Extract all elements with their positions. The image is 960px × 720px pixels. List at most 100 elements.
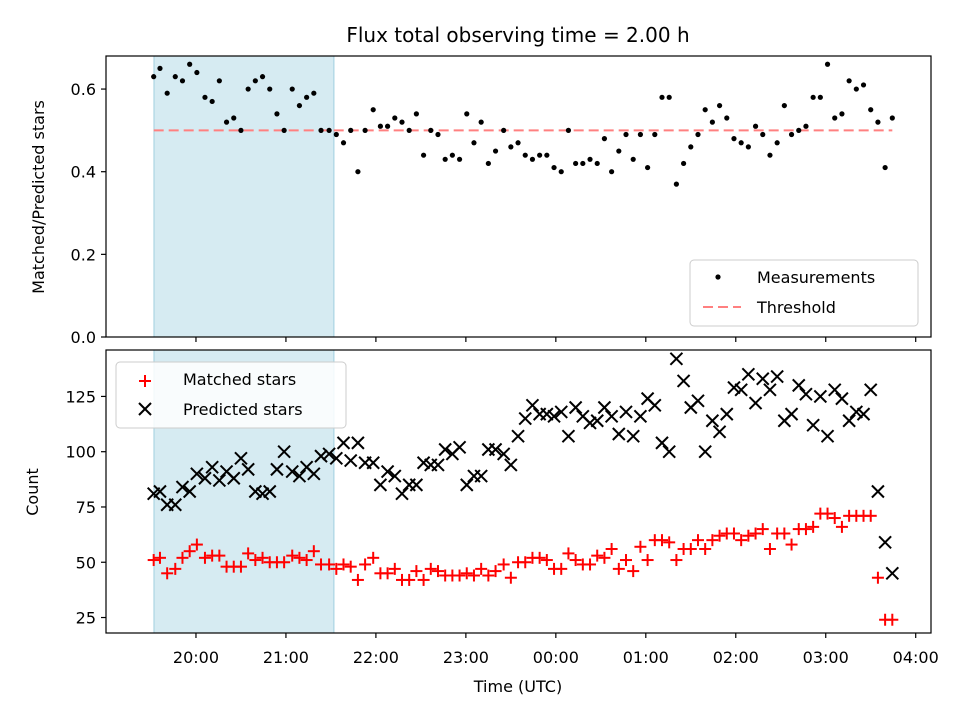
matched-star-marker (249, 554, 262, 567)
predicted-star-marker (198, 471, 212, 485)
y-axis-label-top: Matched/Predicted stars (29, 100, 48, 294)
measurement-point (449, 152, 455, 158)
measurement-point (202, 94, 208, 100)
predicted-star-marker (270, 462, 284, 477)
matched-star-marker (417, 573, 430, 586)
matched-star-marker (598, 551, 611, 564)
predicted-star-marker (518, 411, 532, 426)
measurement-point (788, 131, 795, 138)
predicted-star-marker (314, 449, 328, 463)
measurement-point (616, 148, 622, 154)
predicted-star-marker (380, 464, 395, 479)
measurement-point (362, 127, 368, 133)
matched-star-marker (699, 542, 712, 555)
predicted-star-marker (554, 405, 568, 419)
predicted-star-marker (351, 436, 365, 450)
predicted-star-marker (277, 444, 291, 459)
matched-star-marker (749, 527, 762, 540)
y-tick-label-top: 0.0 (71, 328, 96, 347)
predicted-star-marker (190, 467, 204, 481)
legend-plus-marker (139, 375, 151, 387)
matched-star-marker (864, 509, 877, 522)
matched-star-marker (727, 527, 740, 540)
measurement-point (724, 115, 730, 121)
measurement-point (738, 140, 744, 146)
matched-star-marker (605, 542, 618, 555)
predicted-star-marker (329, 451, 344, 466)
predicted-star-marker (336, 436, 351, 450)
measurement-point (223, 119, 230, 125)
measurement-point (281, 127, 287, 133)
measurement-point (752, 123, 759, 129)
matched-star-marker (323, 558, 336, 571)
matched-star-marker (307, 545, 320, 558)
axes-frame-top (105, 55, 932, 338)
legend-matched-label: Matched stars (183, 370, 296, 389)
measurement-point (781, 102, 787, 109)
measurement-point (259, 74, 266, 80)
measurement-point (580, 160, 586, 167)
matched-star-marker (431, 565, 444, 578)
measurement-point (565, 127, 572, 133)
predicted-star-marker (756, 372, 770, 386)
matched-star-marker (256, 551, 269, 564)
predicted-star-marker (227, 471, 241, 485)
predicted-star-marker (792, 378, 806, 393)
matched-star-marker (330, 562, 343, 575)
matched-star-marker (489, 565, 502, 578)
measurement-point (846, 78, 852, 84)
y-tick-label-top: 0.2 (71, 245, 96, 264)
matched-star-marker (453, 569, 466, 582)
measurement-point (609, 169, 615, 175)
measurement-point (716, 102, 723, 109)
predicted-star-marker (344, 453, 358, 468)
predicted-star-marker (263, 484, 277, 499)
predicted-star-marker (878, 535, 892, 550)
axes-frame-bottom (105, 349, 932, 634)
predicted-star-marker (307, 467, 321, 481)
measurement-point (289, 86, 295, 92)
matched-star-marker (410, 565, 423, 578)
matched-star-marker (785, 538, 798, 551)
measurement-point (623, 131, 629, 138)
matched-star-marker (634, 540, 647, 553)
matched-star-marker (871, 571, 884, 584)
x-tick-label: 03:00 (803, 648, 849, 667)
measurement-point (760, 131, 766, 138)
predicted-star-marker (856, 407, 871, 421)
legend-bottom: Matched stars Predicted stars (115, 361, 347, 429)
matched-star-marker (504, 571, 517, 584)
predicted-star-marker (619, 405, 633, 419)
panel-ratio: 0.0 0.2 0.4 0.6 Matched/Predicted stars Mea… (29, 55, 932, 347)
matched-star-marker (198, 551, 211, 564)
matched-star-marker (562, 547, 575, 560)
measurement-point (659, 94, 665, 100)
matched-star-marker (475, 562, 488, 575)
predicted-star-marker (648, 398, 662, 412)
measurement-point (558, 169, 564, 175)
x-tick-label: 21:00 (263, 648, 309, 667)
y-tick-label-bottom: 50 (76, 553, 96, 572)
matched-star-marker (799, 523, 812, 536)
matched-star-marker (424, 562, 437, 575)
predicted-star-marker (842, 414, 856, 428)
matched-stars-points (147, 507, 899, 626)
measurement-point (680, 160, 687, 167)
measurement-point (882, 164, 888, 171)
measurement-point (471, 140, 477, 146)
y-tick-label-bottom: 25 (76, 609, 96, 628)
panel-counts: 25 50 75 100 125 20:00 21:00 22:00 23:00 00:00 01… (23, 349, 939, 696)
legend-dot-marker (715, 274, 721, 280)
measurement-point (326, 127, 332, 133)
measurement-point (157, 65, 163, 71)
y-tick-label-top: 0.6 (71, 80, 96, 99)
predicted-star-marker (285, 464, 299, 479)
measurement-point (485, 160, 491, 167)
matched-star-marker (153, 551, 166, 564)
predicted-star-marker (568, 400, 583, 415)
measurement-point (688, 144, 694, 150)
matched-star-marker (663, 536, 676, 549)
matched-star-marker (300, 554, 313, 567)
measurement-point (508, 144, 514, 150)
